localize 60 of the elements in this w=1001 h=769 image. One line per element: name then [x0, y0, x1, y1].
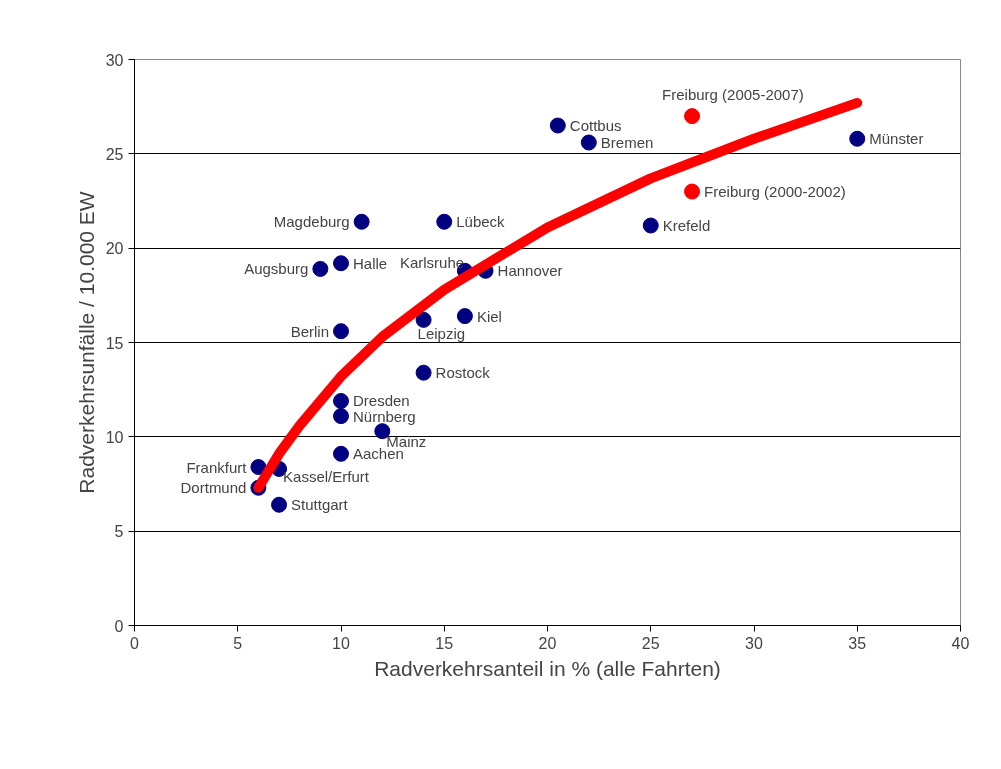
x-tick-label: 35: [848, 634, 867, 652]
annotation: Hannover: [497, 262, 563, 280]
point: [333, 323, 349, 340]
y-tick-label: 10: [105, 428, 124, 446]
point: [684, 183, 701, 200]
annotation: Rostock: [435, 364, 491, 382]
annotation: Dortmund: [180, 479, 247, 497]
point: [436, 213, 453, 230]
annotation: Krefeld: [662, 217, 711, 235]
x-tick-label: 10: [332, 634, 350, 652]
point: [333, 408, 349, 425]
x-tick-label: 20: [538, 634, 557, 652]
annotation: Bremen: [600, 134, 654, 152]
x-tick-label: 5: [233, 634, 243, 652]
x-tick-label: 30: [745, 634, 763, 652]
point: [456, 308, 473, 325]
annotation: Leipzig: [417, 325, 466, 343]
point: [415, 364, 432, 381]
point: [271, 496, 288, 513]
y-tick-label: 15: [105, 334, 124, 352]
annotation: Mainz: [386, 432, 427, 450]
y-tick-label: 0: [114, 617, 124, 635]
annotation: Freiburg (2000-2002): [704, 183, 846, 201]
point: [333, 255, 349, 272]
point: [333, 393, 349, 409]
x-tick-label: 25: [641, 634, 660, 652]
y-tick-label: 5: [114, 523, 124, 541]
point: [312, 260, 329, 277]
annotation: Dresden: [353, 392, 410, 410]
annotation: Kiel: [476, 307, 502, 325]
point: [642, 217, 659, 234]
point: [353, 213, 370, 230]
annotation: Stuttgart: [291, 496, 349, 514]
point: [250, 459, 267, 476]
annotation: Freiburg (2005-2007): [662, 85, 804, 103]
annotation: Cottbus: [569, 117, 622, 135]
y-tick-label: 25: [105, 145, 124, 163]
annotation: Frankfurt: [186, 458, 248, 476]
annotation: Münster: [869, 130, 924, 148]
x-tick-label: 40: [951, 634, 970, 652]
x-tick-label: 0: [130, 634, 140, 652]
point: [580, 134, 597, 151]
x-tick-label: 15: [435, 634, 454, 652]
y-tick-label: 30: [105, 51, 124, 69]
annotation: Lübeck: [456, 213, 506, 231]
annotation: Karlsruhe: [399, 254, 465, 272]
annotation: Kassel/Erfurt: [283, 468, 370, 486]
y-tick-label: 20: [105, 240, 124, 258]
point: [849, 130, 866, 147]
annotation: Magdeburg: [273, 213, 350, 231]
x-axis-title: Radverkehrsanteil in % (alle Fahrten): [374, 656, 721, 680]
point: [684, 108, 701, 125]
point: [415, 311, 432, 328]
annotation: Halle: [353, 254, 388, 272]
point: [333, 445, 349, 462]
point: [549, 117, 566, 134]
annotation: Berlin: [290, 322, 330, 340]
y-axis-title: Radverkehrsunfälle / 10.000 EW: [74, 191, 98, 494]
annotation: Augsburg: [244, 260, 309, 278]
annotation: Nürnberg: [353, 407, 416, 425]
